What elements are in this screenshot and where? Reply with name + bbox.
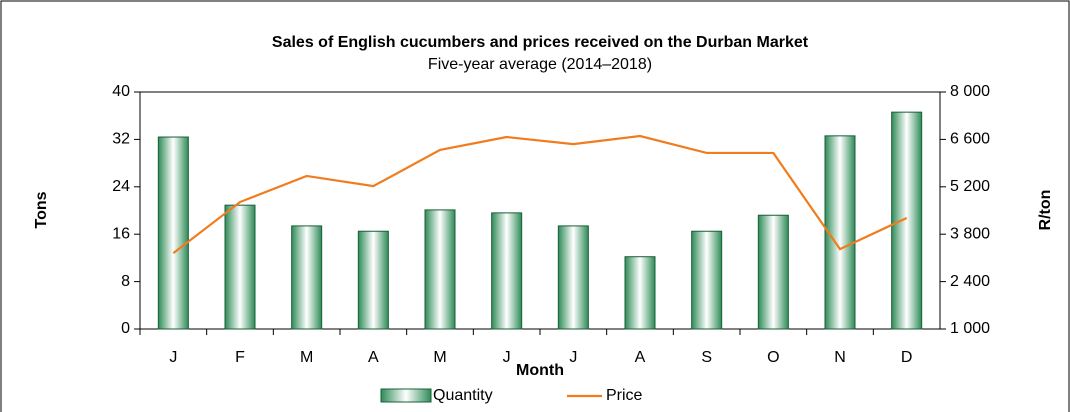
x-tick-label: M — [433, 349, 446, 366]
y-tick-label: 24 — [112, 178, 130, 195]
bar — [891, 111, 923, 330]
y2-tick-label: 1 000 — [950, 320, 990, 337]
bar — [691, 230, 723, 330]
x-tick-label: J — [169, 349, 177, 366]
y2-tick-label: 6 600 — [950, 131, 990, 148]
bar — [757, 214, 789, 330]
x-tick-label: N — [834, 349, 846, 366]
legend-swatch — [380, 388, 432, 403]
x-tick-label: A — [635, 349, 646, 366]
y2-axis-label: R/ton — [1037, 190, 1054, 231]
x-tick-label: S — [701, 349, 712, 366]
y-tick-label: 0 — [121, 320, 130, 337]
x-tick-label: M — [300, 349, 313, 366]
y-tick-label: 32 — [112, 131, 130, 148]
chart-subtitle: Five-year average (2014–2018) — [428, 56, 652, 73]
y2-tick-label: 5 200 — [950, 178, 990, 195]
bar — [357, 230, 389, 330]
bar — [824, 135, 856, 330]
bar — [224, 204, 256, 330]
x-tick-label: J — [503, 349, 511, 366]
y-axis-label: Tons — [33, 191, 50, 228]
x-tick-label: D — [901, 349, 913, 366]
y-tick-label: 16 — [112, 225, 130, 242]
y2-tick-label: 3 800 — [950, 225, 990, 242]
bar — [557, 225, 589, 330]
legend-label: Quantity — [433, 387, 493, 404]
x-tick-label: O — [767, 349, 779, 366]
x-tick-label: F — [235, 349, 245, 366]
x-axis-label: Month — [516, 362, 564, 379]
y-tick-label: 40 — [112, 83, 130, 100]
y2-tick-label: 2 400 — [950, 273, 990, 290]
bar — [491, 212, 523, 330]
legend-label: Price — [606, 387, 643, 404]
y-tick-label: 8 — [121, 273, 130, 290]
bar — [624, 256, 656, 330]
bar — [157, 136, 189, 330]
price-line — [172, 134, 908, 255]
bar — [291, 225, 323, 330]
bar — [424, 209, 456, 330]
chart-title: Sales of English cucumbers and prices re… — [272, 34, 809, 51]
x-tick-label: J — [569, 349, 577, 366]
x-tick-label: A — [368, 349, 379, 366]
y2-tick-label: 8 000 — [950, 83, 990, 100]
